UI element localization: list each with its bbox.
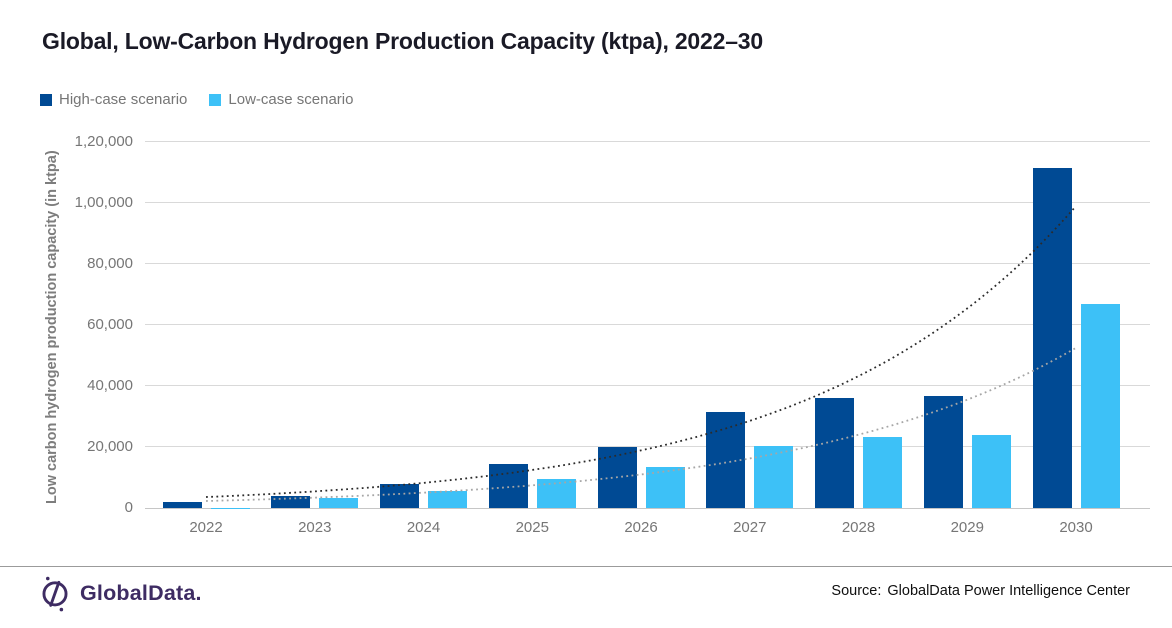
x-tick-2028: 2028 bbox=[841, 519, 876, 536]
bar-low-2030 bbox=[1080, 304, 1120, 508]
bar-high-2029 bbox=[923, 395, 963, 508]
bar-high-2026 bbox=[597, 446, 637, 508]
x-tick-2027: 2027 bbox=[733, 519, 767, 536]
x-tick-2024: 2024 bbox=[406, 519, 441, 536]
y-tick-60,000: 60,000 bbox=[87, 316, 133, 333]
globaldata-logo: GlobalData. bbox=[38, 572, 202, 614]
y-tick-80,000: 80,000 bbox=[87, 255, 133, 272]
bar-high-2022 bbox=[162, 501, 202, 508]
y-tick-0: 0 bbox=[124, 499, 133, 516]
legend-label-high-case: High-case scenario bbox=[59, 91, 188, 108]
y-tick-20,000: 20,000 bbox=[87, 438, 133, 455]
plot-area bbox=[145, 141, 1150, 509]
globaldata-logo-text: GlobalData. bbox=[80, 580, 202, 605]
bar-high-2023 bbox=[271, 495, 311, 508]
gridline-1,20,000 bbox=[145, 141, 1150, 142]
legend-swatch-low-case-icon bbox=[209, 93, 222, 106]
chart-legend: High-case scenario Low-case scenario bbox=[40, 91, 353, 108]
x-tick-2030: 2030 bbox=[1059, 519, 1093, 536]
gridline-80,000 bbox=[145, 263, 1150, 264]
chart-title: Global, Low-Carbon Hydrogen Production C… bbox=[42, 28, 763, 54]
gridline-40,000 bbox=[145, 385, 1150, 386]
bar-high-2025 bbox=[488, 464, 528, 508]
bar-high-2027 bbox=[706, 411, 746, 508]
y-tick-1,20,000: 1,20,000 bbox=[74, 133, 133, 150]
legend-item-high-case: High-case scenario bbox=[40, 91, 187, 108]
source-text: GlobalData Power Intelligence Center bbox=[887, 583, 1130, 599]
bar-low-2026 bbox=[645, 467, 685, 508]
bar-low-2028 bbox=[863, 436, 902, 508]
bar-high-2028 bbox=[815, 397, 854, 508]
bar-low-2024 bbox=[428, 490, 467, 508]
bar-low-2027 bbox=[754, 446, 794, 508]
legend-swatch-high-case-icon bbox=[40, 93, 52, 106]
legend-label-low-case: Low-case scenario bbox=[228, 91, 354, 108]
x-tick-2022: 2022 bbox=[189, 519, 223, 536]
x-tick-2025: 2025 bbox=[515, 519, 549, 536]
bar-high-2024 bbox=[380, 483, 419, 508]
y-tick-40,000: 40,000 bbox=[87, 377, 133, 394]
gridline-60,000 bbox=[145, 324, 1150, 325]
x-tick-2029: 2029 bbox=[950, 519, 984, 536]
x-tick-2026: 2026 bbox=[624, 519, 658, 536]
gridline-1,00,000 bbox=[145, 202, 1150, 203]
bar-low-2029 bbox=[971, 435, 1011, 508]
bar-low-2023 bbox=[319, 497, 359, 508]
globaldata-logo-icon bbox=[42, 576, 68, 612]
y-tick-1,00,000: 1,00,000 bbox=[74, 194, 133, 211]
x-tick-2023: 2023 bbox=[298, 519, 332, 536]
footer-divider bbox=[0, 566, 1172, 567]
gridline-0 bbox=[145, 508, 1150, 509]
bar-low-2025 bbox=[536, 478, 576, 508]
source-attribution: Source: GlobalData Power Intelligence Cen… bbox=[831, 583, 1130, 599]
bar-high-2030 bbox=[1032, 167, 1072, 508]
legend-item-low-case: Low-case scenario bbox=[209, 91, 353, 108]
source-label: Source: bbox=[831, 583, 882, 599]
